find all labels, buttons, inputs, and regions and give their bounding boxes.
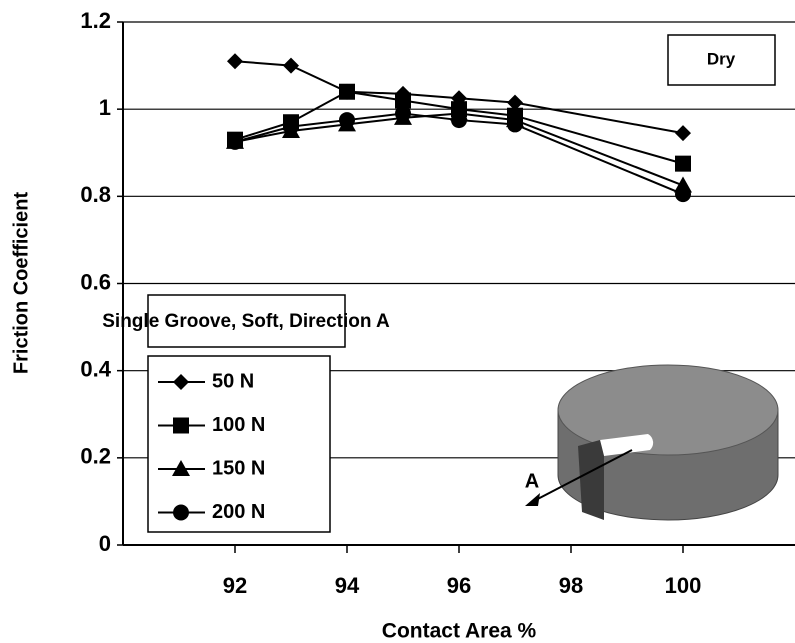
y-tick-label: 0.2	[80, 444, 111, 469]
marker	[675, 186, 691, 203]
legend-label: 50 N	[212, 370, 254, 392]
legend-label: 100 N	[212, 414, 265, 436]
marker	[507, 94, 523, 111]
arrow-line	[529, 449, 633, 504]
x-tick-label: 92	[223, 573, 247, 598]
marker	[339, 83, 355, 100]
y-tick-label: 0.4	[80, 356, 111, 381]
y-tick-label: 1.2	[80, 8, 111, 33]
y-tick-label: 0.6	[80, 269, 111, 294]
slot-wall	[578, 440, 604, 520]
disc-illustration: A	[525, 364, 779, 521]
x-tick-label: 98	[559, 573, 583, 598]
y-tick-label: 1	[99, 95, 111, 120]
x-tick-label: 96	[447, 573, 471, 598]
y-tick-label: 0.8	[80, 182, 111, 207]
arrow-head	[525, 493, 540, 506]
legend	[147, 355, 331, 533]
marker	[173, 417, 189, 434]
dry-box	[667, 34, 776, 86]
marker	[283, 57, 299, 74]
marker	[675, 125, 691, 142]
marker	[173, 504, 189, 521]
marker	[172, 460, 190, 476]
x-axis-label: Contact Area %	[382, 620, 537, 643]
slot	[600, 434, 654, 456]
marker	[507, 116, 523, 133]
marker	[339, 112, 355, 129]
annotation: A	[525, 470, 539, 492]
annotation: Dry	[707, 49, 736, 68]
annotation: Single Groove, Soft, Direction A	[102, 311, 390, 332]
legend-label: 200 N	[212, 501, 265, 523]
marker	[675, 155, 691, 172]
disc-top	[557, 364, 779, 456]
x-tick-label: 94	[335, 573, 360, 598]
legend-label: 150 N	[212, 457, 265, 479]
annotation-box	[147, 294, 346, 348]
y-axis-label: Friction Coefficient	[10, 192, 32, 375]
marker	[395, 92, 411, 109]
marker	[283, 118, 299, 135]
marker	[227, 53, 243, 70]
marker	[227, 133, 243, 150]
y-tick-label: 0	[99, 531, 111, 556]
marker	[173, 374, 189, 390]
marker	[395, 105, 411, 122]
marker	[451, 112, 467, 129]
x-tick-label: 100	[665, 573, 702, 598]
